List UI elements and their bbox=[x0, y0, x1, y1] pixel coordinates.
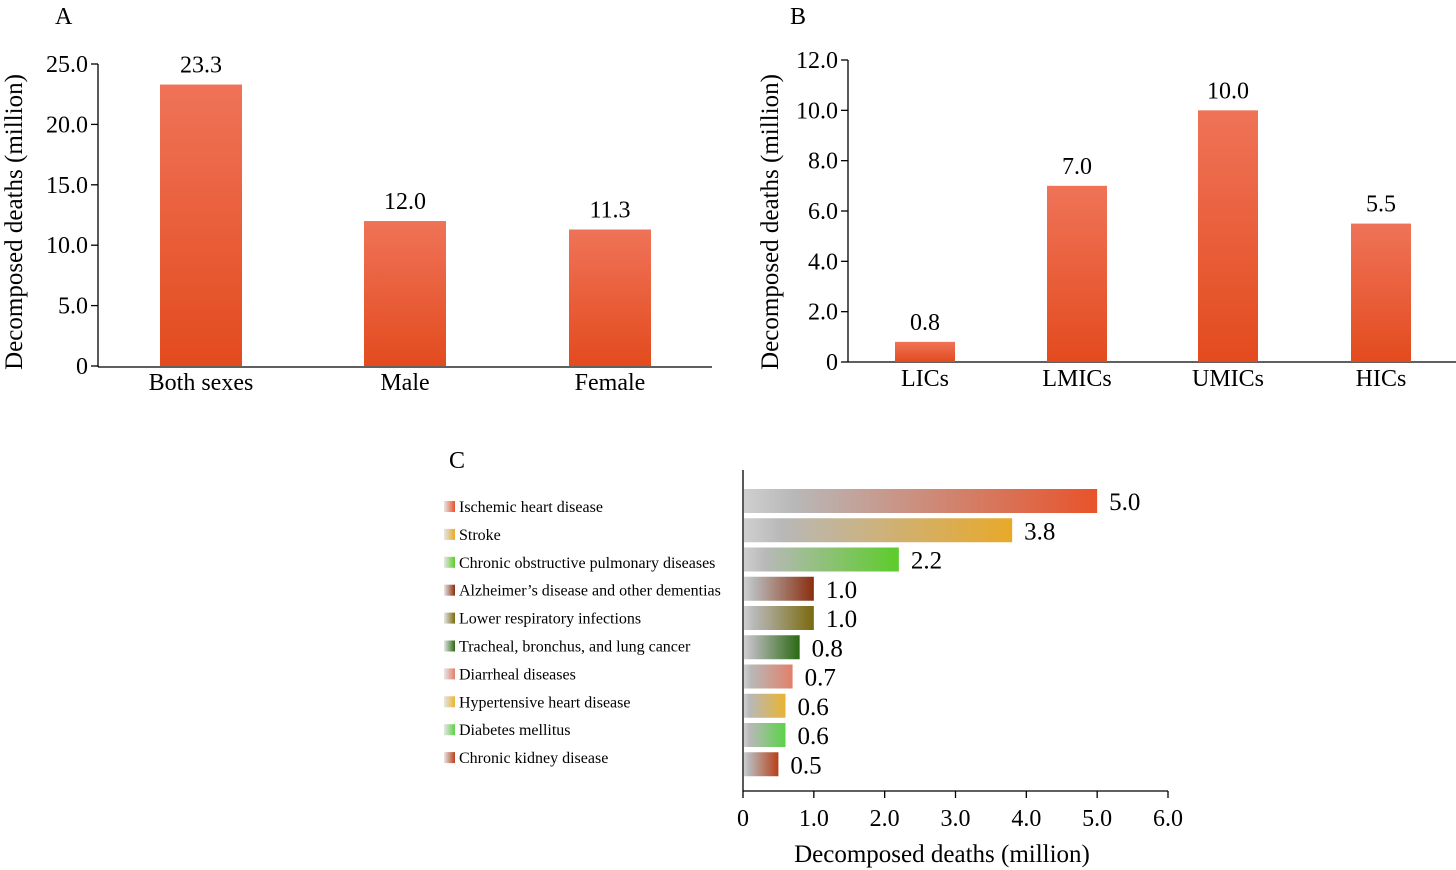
panel-a-y-tick-label: 25.0 bbox=[46, 52, 88, 78]
panel-b-value-label: 7.0 bbox=[1062, 154, 1092, 180]
panel-c-value-label: 0.7 bbox=[805, 665, 836, 692]
panel-b-value-label: 10.0 bbox=[1207, 78, 1249, 104]
panel-c-x-tick-label: 4.0 bbox=[1011, 806, 1041, 832]
panel-c-value-label: 0.6 bbox=[798, 694, 829, 721]
panel-a-bar bbox=[160, 84, 242, 366]
panel-a-category-label: Female bbox=[575, 370, 646, 396]
panel-c-chart: C Decomposed deaths (million) 0 1.0 2.0 3.0… bbox=[444, 448, 1183, 868]
panel-c-bar bbox=[744, 518, 1013, 543]
panel-c-legend-swatch bbox=[444, 612, 455, 624]
panel-c-x-tick-label: 2.0 bbox=[870, 806, 900, 832]
panel-c-bar bbox=[744, 723, 786, 747]
panel-c-bar bbox=[744, 606, 814, 630]
panel-c-x-tick-label: 1.0 bbox=[799, 806, 829, 832]
panel-c-value-label: 1.0 bbox=[826, 577, 857, 604]
panel-c-legend-swatch bbox=[444, 668, 455, 680]
panel-c-legend-label: Ischemic heart disease bbox=[459, 499, 603, 516]
panel-c-legend-swatch bbox=[444, 724, 455, 736]
panel-c-value-label: 5.0 bbox=[1109, 489, 1140, 516]
panel-a-y-tick-label: 20.0 bbox=[46, 112, 88, 138]
panel-b-y-tick-label: 2.0 bbox=[808, 300, 838, 326]
panel-c-legend-label: Diabetes mellitus bbox=[459, 722, 571, 739]
panel-c-legend-swatch bbox=[444, 528, 455, 540]
panel-c-legend-swatch bbox=[444, 752, 455, 764]
panel-b-bar bbox=[1351, 223, 1411, 362]
panel-c-legend-swatch bbox=[444, 696, 455, 708]
panel-a-category-label: Both sexes bbox=[149, 370, 254, 396]
panel-c-legend-swatch bbox=[444, 584, 455, 596]
panel-b-category-label: UMICs bbox=[1192, 366, 1264, 392]
panel-a-y-tick-label: 15.0 bbox=[46, 173, 88, 199]
panel-c-value-label: 0.5 bbox=[790, 752, 821, 779]
panel-c-legend-label: Hypertensive heart disease bbox=[459, 694, 630, 711]
panel-c-legend-label: Stroke bbox=[459, 527, 501, 544]
panel-c-legend-label: Chronic kidney disease bbox=[459, 750, 608, 767]
panel-b-y-tick-label: 0 bbox=[826, 350, 838, 376]
panel-a-value-label: 11.3 bbox=[589, 197, 630, 223]
panel-b-category-label: HICs bbox=[1356, 366, 1407, 392]
panel-c-value-label: 0.8 bbox=[812, 635, 843, 662]
panel-a-category-label: Male bbox=[380, 370, 429, 396]
panel-c-legend-label: Chronic obstructive pulmonary diseases bbox=[459, 555, 715, 572]
panel-a-chart: A Decomposed deaths (million) 0 5.0 10.0 15… bbox=[1, 4, 712, 396]
panel-a-bar bbox=[569, 229, 651, 366]
panel-c-bar bbox=[744, 693, 786, 718]
panel-c-letter: C bbox=[449, 448, 465, 474]
panel-c-x-tick-label: 6.0 bbox=[1153, 806, 1183, 832]
panel-b-y-tick-label: 12.0 bbox=[796, 48, 838, 74]
panel-c-x-axis-title: Decomposed deaths (million) bbox=[794, 841, 1090, 868]
panel-b-category-label: LICs bbox=[901, 366, 949, 392]
panel-a-value-label: 23.3 bbox=[180, 53, 222, 79]
panel-c-value-label: 3.8 bbox=[1024, 518, 1055, 545]
panel-b-y-tick-label: 4.0 bbox=[808, 249, 838, 275]
panel-c-bar bbox=[744, 576, 814, 601]
panel-c-bar bbox=[744, 752, 779, 777]
panel-b-y-tick-label: 8.0 bbox=[808, 149, 838, 175]
panel-a-y-tick-label: 10.0 bbox=[46, 233, 88, 259]
panel-b-bar bbox=[1198, 110, 1258, 362]
panel-b-y-tick-label: 10.0 bbox=[796, 98, 838, 124]
panel-b-bar bbox=[1047, 185, 1107, 362]
panel-c-legend-swatch bbox=[444, 640, 455, 652]
panel-b-value-label: 0.8 bbox=[910, 310, 940, 336]
panel-c-bar bbox=[744, 547, 899, 572]
panel-c-legend-swatch bbox=[444, 501, 455, 512]
panel-c-bar bbox=[744, 635, 800, 660]
panel-c-bar bbox=[744, 664, 793, 689]
panel-a-value-label: 12.0 bbox=[384, 189, 426, 215]
panel-a-y-axis-title: Decomposed deaths (million) bbox=[1, 74, 28, 370]
panel-b-chart: B Decomposed deaths (million) 0 2.0 4.0 6.0… bbox=[757, 4, 1456, 392]
panel-c-legend-swatch bbox=[444, 556, 455, 568]
panel-b-y-axis-title: Decomposed deaths (million) bbox=[757, 74, 784, 370]
panel-b-letter: B bbox=[790, 4, 806, 30]
panel-b-value-label: 5.5 bbox=[1366, 192, 1396, 218]
panel-a-bar bbox=[364, 221, 446, 366]
panel-b-y-tick-label: 6.0 bbox=[808, 199, 838, 225]
panel-a-y-tick-label: 5.0 bbox=[58, 294, 88, 320]
panel-c-value-label: 2.2 bbox=[911, 548, 942, 575]
panel-b-bar bbox=[895, 341, 955, 362]
panel-c-legend-label: Diarrheal diseases bbox=[459, 666, 576, 683]
panel-b-category-label: LMICs bbox=[1042, 366, 1111, 392]
panel-c-x-tick-label: 5.0 bbox=[1082, 806, 1112, 832]
panel-c-value-label: 0.6 bbox=[798, 723, 829, 750]
panel-a-y-tick-label: 0 bbox=[76, 354, 88, 380]
panel-c-x-tick-label: 0 bbox=[737, 806, 749, 832]
panel-c-legend-label: Tracheal, bronchus, and lung cancer bbox=[459, 639, 691, 656]
panel-a-letter: A bbox=[55, 4, 73, 30]
panel-c-x-tick-label: 3.0 bbox=[941, 806, 971, 832]
panel-c-bar bbox=[744, 489, 1098, 513]
panel-c-value-label: 1.0 bbox=[826, 606, 857, 633]
panel-c-legend-label: Lower respiratory infections bbox=[459, 611, 641, 628]
panel-c-legend-label: Alzheimer’s disease and other dementias bbox=[459, 583, 721, 600]
